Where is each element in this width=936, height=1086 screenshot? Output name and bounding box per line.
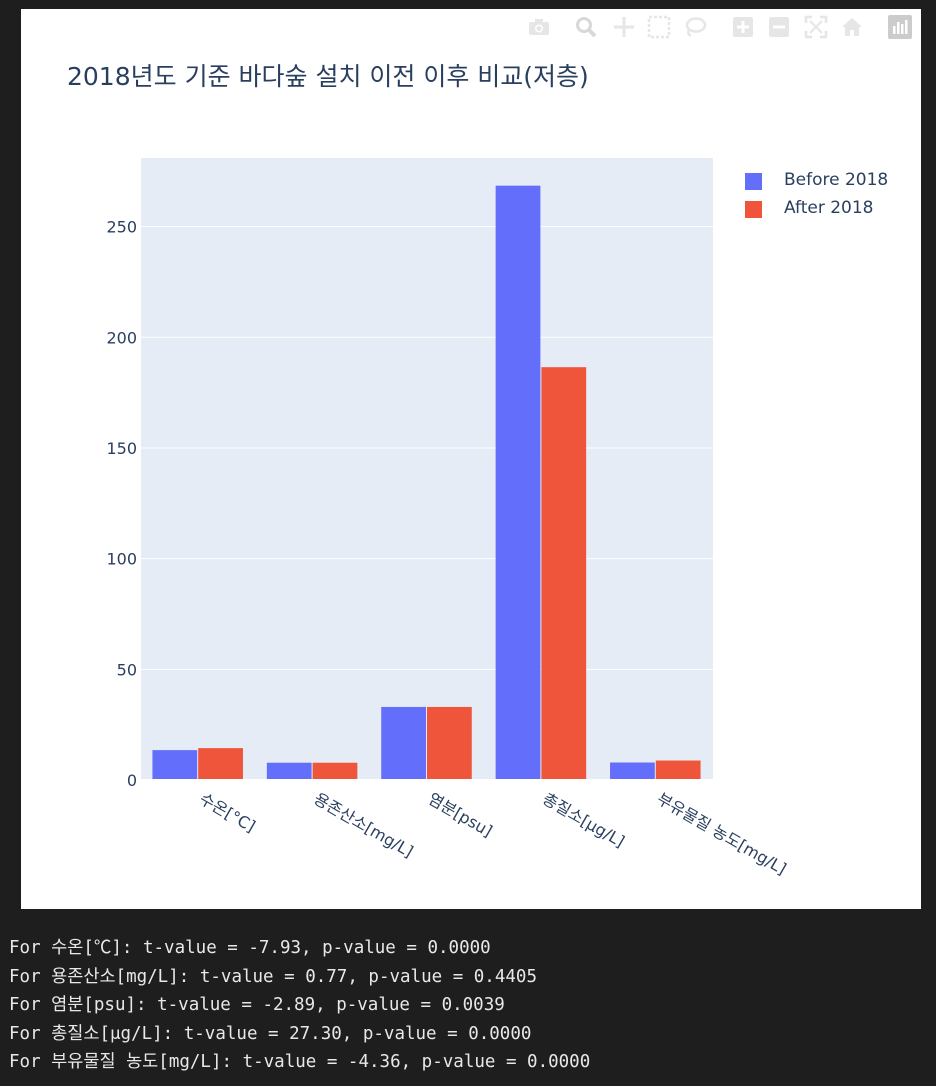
bar	[427, 706, 472, 780]
legend-label-before: Before 2018	[784, 170, 889, 190]
bar-chart-plot: 0 50 100 150 200 250 수온[°C] 용존산소[mg/L] 염분[psu] 총질…	[106, 158, 790, 878]
x-tick-label: 염분[psu]	[425, 789, 496, 841]
camera-icon[interactable]	[527, 15, 551, 39]
modebar	[21, 9, 921, 49]
x-tick-label: 용존산소[mg/L]	[311, 789, 417, 861]
bar	[312, 762, 358, 780]
autoscale-icon[interactable]	[804, 15, 828, 39]
legend-label-after: After 2018	[784, 198, 874, 218]
y-tick-label: 250	[106, 218, 137, 237]
console-line: For 염분[psu]: t-value = -2.89, p-value = …	[9, 995, 505, 1016]
y-tick-label: 100	[106, 550, 137, 569]
bar	[655, 760, 701, 780]
y-tick-label: 200	[106, 328, 137, 347]
console-line: For 용존산소[mg/L]: t-value = 0.77, p-value …	[9, 966, 537, 987]
console-output: For 수온[℃]: t-value = -7.93, p-value = 0.…	[9, 934, 929, 1077]
zoom-icon[interactable]	[574, 15, 598, 39]
pan-icon[interactable]	[612, 15, 636, 39]
y-tick-label: 50	[117, 660, 137, 679]
console-line: For 총질소[μg/L]: t-value = 27.30, p-value …	[9, 1023, 532, 1044]
bar	[495, 185, 541, 780]
zoom-in-icon[interactable]	[731, 15, 755, 39]
y-tick-label: 0	[127, 771, 137, 790]
bar	[541, 367, 587, 780]
legend-swatch-after	[745, 201, 762, 218]
x-tick-label: 총질소[μg/L]	[539, 789, 628, 851]
bar	[266, 762, 312, 780]
bar	[152, 750, 198, 780]
bar	[198, 748, 243, 780]
chart-title: 2018년도 기준 바다숲 설치 이전 이후 비교(저층)	[67, 62, 589, 91]
reset-axes-icon[interactable]	[840, 15, 864, 39]
lasso-select-icon[interactable]	[683, 15, 707, 39]
legend-swatch-before	[745, 173, 762, 190]
x-tick-label: 부유물질 농도[mg/L]	[654, 789, 790, 878]
x-tick-label: 수온[°C]	[196, 789, 258, 836]
bar	[610, 762, 655, 780]
bar	[381, 706, 426, 780]
console-line: For 수온[℃]: t-value = -7.93, p-value = 0.…	[9, 938, 491, 958]
console-line: For 부유물질 농도[mg/L]: t-value = -4.36, p-va…	[9, 1052, 591, 1073]
plotly-logo-icon[interactable]	[888, 15, 912, 39]
y-tick-label: 150	[106, 439, 137, 458]
zoom-out-icon[interactable]	[767, 15, 791, 39]
chart-figure: 2018년도 기준 바다숲 설치 이전 이후 비교(저층) 0 50 100 150 2…	[21, 9, 921, 909]
box-select-icon[interactable]	[647, 15, 671, 39]
plot-area	[141, 158, 713, 780]
